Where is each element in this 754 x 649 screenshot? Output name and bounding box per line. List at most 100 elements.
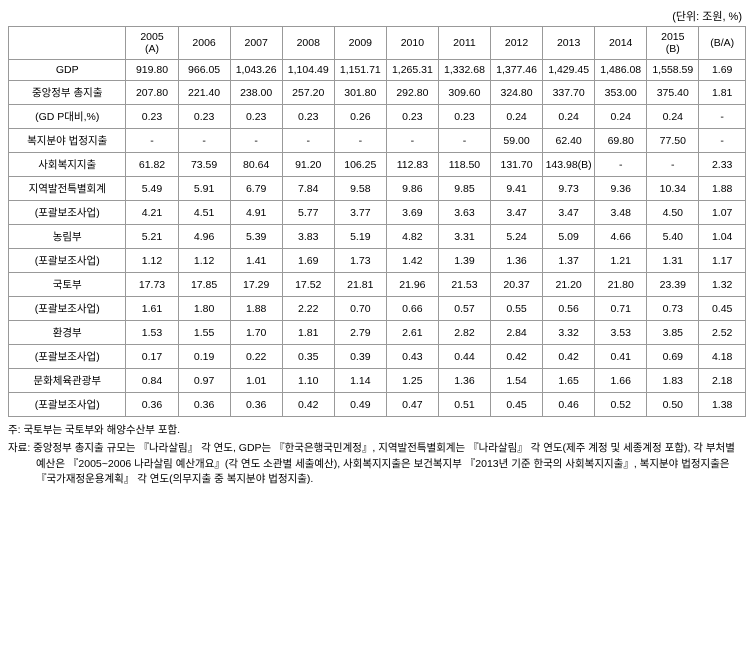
table-row: 중앙정부 총지출207.80221.40238.00257.20301.8029…	[9, 81, 746, 105]
cell: -	[126, 129, 178, 153]
cell: 1.70	[230, 321, 282, 345]
cell: 1,151.71	[334, 60, 386, 81]
cell: 80.64	[230, 153, 282, 177]
note-2: 자료: 중앙정부 총지출 규모는 『나라살림』 각 연도, GDP는 『한국은행…	[8, 441, 746, 488]
cell: 1.55	[178, 321, 230, 345]
cell: 0.23	[282, 105, 334, 129]
row-label: 환경부	[9, 321, 126, 345]
cell: 0.19	[178, 345, 230, 369]
table-row: 환경부1.531.551.701.812.792.612.822.843.323…	[9, 321, 746, 345]
header-2006: 2006	[178, 27, 230, 60]
table-row: (포괄보조사업)1.121.121.411.691.731.421.391.36…	[9, 249, 746, 273]
table-row: (GD P대비,%)0.230.230.230.230.260.230.230.…	[9, 105, 746, 129]
cell: 0.71	[595, 297, 647, 321]
cell: 0.73	[647, 297, 699, 321]
row-label: 사회복지지출	[9, 153, 126, 177]
cell: 1,332.68	[438, 60, 490, 81]
cell: 3.83	[282, 225, 334, 249]
note-1: 주: 국토부는 국토부와 해양수산부 포함.	[8, 423, 746, 439]
cell: 0.45	[699, 297, 746, 321]
header-row: 2005 (A) 2006 2007 2008 2009 2010 2011 2…	[9, 27, 746, 60]
cell: 1,377.46	[491, 60, 543, 81]
cell: 0.97	[178, 369, 230, 393]
cell: 3.85	[647, 321, 699, 345]
cell: 309.60	[438, 81, 490, 105]
cell: 919.80	[126, 60, 178, 81]
header-blank	[9, 27, 126, 60]
cell: 1.53	[126, 321, 178, 345]
cell: 5.77	[282, 201, 334, 225]
table-row: 지역발전특별회계5.495.916.797.849.589.869.859.41…	[9, 177, 746, 201]
cell: 9.86	[386, 177, 438, 201]
row-label: (포괄보조사업)	[9, 393, 126, 417]
cell: 3.32	[543, 321, 595, 345]
cell: 21.53	[438, 273, 490, 297]
cell: 5.09	[543, 225, 595, 249]
cell: 91.20	[282, 153, 334, 177]
cell: 1.88	[699, 177, 746, 201]
row-label: 중앙정부 총지출	[9, 81, 126, 105]
cell: 61.82	[126, 153, 178, 177]
cell: 0.49	[334, 393, 386, 417]
cell: 0.42	[282, 393, 334, 417]
cell: 1.39	[438, 249, 490, 273]
row-label: GDP	[9, 60, 126, 81]
cell: 0.26	[334, 105, 386, 129]
cell: 375.40	[647, 81, 699, 105]
row-label: (포괄보조사업)	[9, 249, 126, 273]
cell: 5.39	[230, 225, 282, 249]
cell: 1.37	[543, 249, 595, 273]
cell: 73.59	[178, 153, 230, 177]
cell: 4.91	[230, 201, 282, 225]
row-label: (포괄보조사업)	[9, 201, 126, 225]
cell: 3.47	[543, 201, 595, 225]
cell: 1.66	[595, 369, 647, 393]
cell: 1.07	[699, 201, 746, 225]
cell: 0.43	[386, 345, 438, 369]
cell: 20.37	[491, 273, 543, 297]
cell: 17.52	[282, 273, 334, 297]
cell: -	[595, 153, 647, 177]
header-2010: 2010	[386, 27, 438, 60]
cell: 0.45	[491, 393, 543, 417]
cell: 0.24	[491, 105, 543, 129]
cell: 0.56	[543, 297, 595, 321]
cell: 1.10	[282, 369, 334, 393]
cell: 238.00	[230, 81, 282, 105]
cell: 0.24	[595, 105, 647, 129]
cell: 62.40	[543, 129, 595, 153]
header-2005: 2005 (A)	[126, 27, 178, 60]
row-label: (포괄보조사업)	[9, 297, 126, 321]
cell: 0.23	[126, 105, 178, 129]
cell: 2.18	[699, 369, 746, 393]
cell: -	[699, 129, 746, 153]
cell: 69.80	[595, 129, 647, 153]
table-row: (포괄보조사업)1.611.801.882.220.700.660.570.55…	[9, 297, 746, 321]
cell: 6.79	[230, 177, 282, 201]
table-row: 복지분야 법정지출-------59.0062.4069.8077.50-	[9, 129, 746, 153]
cell: 1,558.59	[647, 60, 699, 81]
cell: 9.73	[543, 177, 595, 201]
cell: 5.24	[491, 225, 543, 249]
cell: 5.91	[178, 177, 230, 201]
cell: 23.39	[647, 273, 699, 297]
cell: 2.33	[699, 153, 746, 177]
cell: 131.70	[491, 153, 543, 177]
cell: 4.50	[647, 201, 699, 225]
cell: 112.83	[386, 153, 438, 177]
cell: 21.20	[543, 273, 595, 297]
header-2007: 2007	[230, 27, 282, 60]
cell: 1,429.45	[543, 60, 595, 81]
cell: 966.05	[178, 60, 230, 81]
header-2012: 2012	[491, 27, 543, 60]
cell: 1.01	[230, 369, 282, 393]
cell: 17.85	[178, 273, 230, 297]
cell: 2.22	[282, 297, 334, 321]
row-label: 문화체육관광부	[9, 369, 126, 393]
cell: 1.21	[595, 249, 647, 273]
cell: 221.40	[178, 81, 230, 105]
header-2011: 2011	[438, 27, 490, 60]
cell: 0.23	[438, 105, 490, 129]
cell: 77.50	[647, 129, 699, 153]
cell: -	[230, 129, 282, 153]
